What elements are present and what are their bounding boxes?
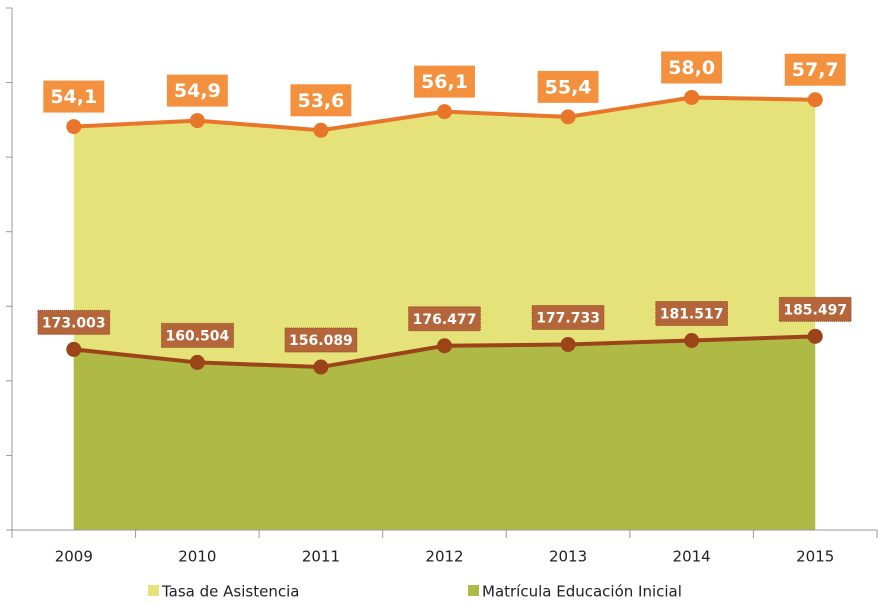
value-label: 56,1 [421, 71, 468, 93]
point [66, 341, 82, 357]
point [560, 336, 576, 352]
point [807, 92, 823, 108]
value-label-box [661, 51, 723, 84]
value-label-box [166, 74, 228, 107]
value-label: 156.089 [289, 333, 353, 349]
point [807, 328, 823, 344]
legend-swatch [148, 585, 159, 596]
value-label-box [408, 306, 481, 332]
x-tick-label: 2010 [178, 548, 216, 566]
point [313, 122, 329, 138]
value-label: 57,7 [792, 59, 839, 81]
x-tick-label: 2015 [796, 548, 834, 566]
point [189, 354, 205, 370]
value-label-box [778, 296, 852, 322]
point [437, 338, 452, 354]
value-label: 173.003 [42, 315, 106, 331]
legend-label: Tasa de Asistencia [161, 583, 299, 601]
x-tick-label: 2012 [425, 548, 463, 566]
value-label: 53,6 [297, 90, 344, 112]
x-tick-label: 2009 [55, 548, 93, 566]
value-label-box [160, 322, 234, 348]
point [437, 104, 452, 120]
value-label: 54,1 [50, 86, 97, 108]
value-label: 177.733 [536, 310, 600, 326]
value-label: 176.477 [413, 312, 477, 328]
value-label-box [284, 327, 358, 353]
value-label-box [43, 80, 105, 113]
legend-label: Matrícula Educación Inicial [482, 583, 682, 601]
value-label-box [414, 65, 475, 98]
x-tick-label: 2013 [549, 548, 587, 566]
value-label-box [290, 84, 352, 117]
legend-swatch [468, 585, 479, 596]
value-label-box [537, 70, 599, 103]
point [313, 359, 329, 375]
point [189, 113, 205, 129]
area [73, 336, 816, 530]
point [684, 332, 700, 348]
value-label: 185.497 [783, 302, 847, 318]
value-label: 55,4 [545, 76, 592, 98]
value-label-box [784, 53, 846, 86]
value-label: 160.504 [165, 328, 229, 344]
point [66, 119, 82, 135]
value-label-box [655, 300, 729, 326]
value-label-box [531, 304, 605, 330]
point [560, 109, 576, 125]
x-tick-label: 2014 [673, 548, 711, 566]
value-label: 181.517 [660, 306, 724, 322]
point [684, 89, 700, 105]
x-tick-label: 2011 [302, 548, 340, 566]
value-label-box [37, 309, 111, 335]
value-label: 54,9 [174, 80, 221, 102]
value-label: 58,0 [668, 57, 715, 79]
